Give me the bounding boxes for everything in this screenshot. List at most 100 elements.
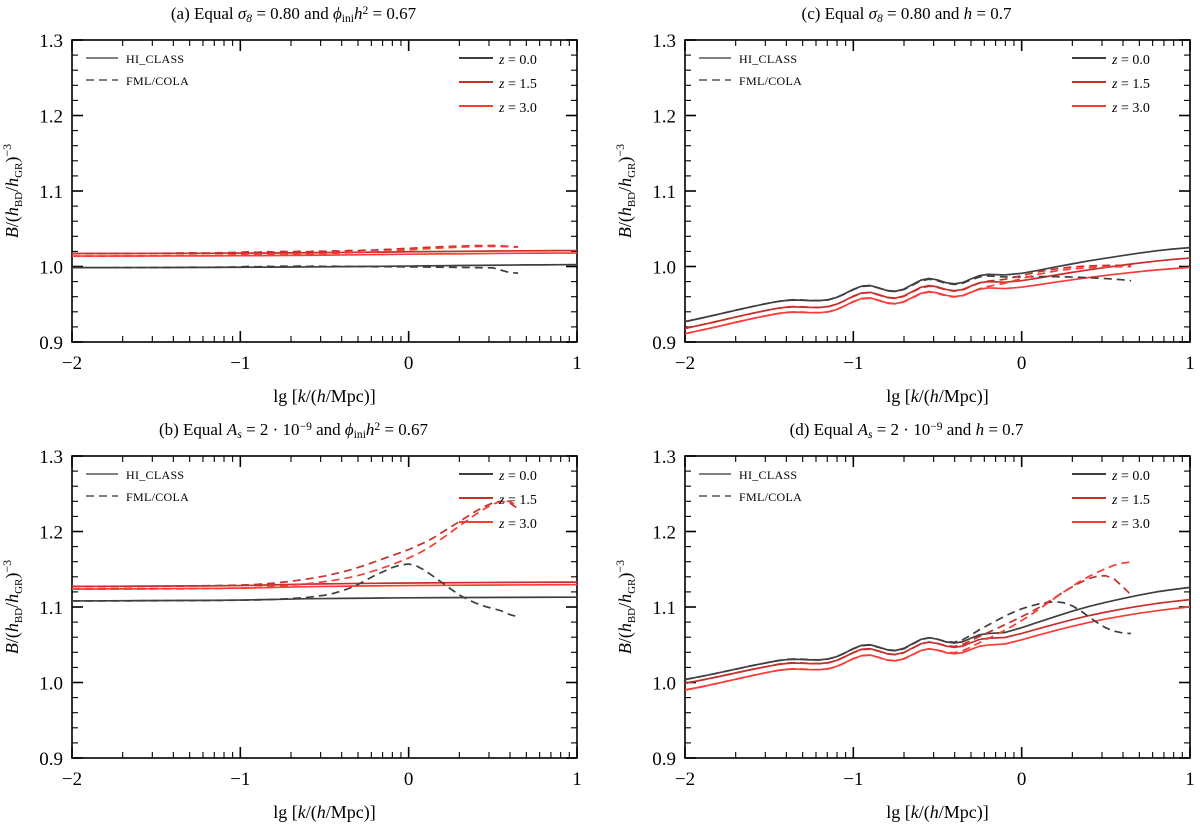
series-line: HI_CLASS z = 0.0 [685,586,1190,681]
x-axis-label: lg [k/(h/Mpc)] [886,802,989,823]
y-tick-label: 1.1 [39,182,63,203]
series-line: FML/COLA z = 1.5 [685,264,1132,330]
series-line: FML/COLA z = 0.0 [72,265,519,274]
legend-linestyle[interactable]: HI_CLASS FML/COLA [86,52,189,88]
data-series-group: HI_CLASS z = 0.0 HI_CLASS z = 1.5HI_CLASS… [72,500,577,618]
legend-label: HI_CLASS [739,52,797,66]
x-tick-label: 1 [572,769,582,790]
panel-c: (c) Equal σ8 = 0.80 and h = 0.7 −2 −1 0 1 0.9… [613,0,1200,416]
y-tick-label: 1.2 [39,107,63,128]
y-axis-label: B/(hBD/hGR)−3 [0,144,25,238]
y-tick-label: 1.3 [39,447,63,468]
legend-label-z: z = 3.0 [498,517,537,532]
x-axis-label: lg [k/(h/Mpc)] [886,386,989,407]
x-tick-label: −2 [62,769,82,790]
series-line: FML/COLA z = 3.0 [685,265,1132,335]
legend-label-z: z = 1.5 [1111,77,1150,92]
y-tick-label: 0.9 [39,333,63,354]
series-line: FML/COLA z = 3.0 [685,561,1132,691]
x-tick-label: −2 [675,353,695,374]
series-line: FML/COLA z = 1.5 [72,500,519,588]
axis-ticks: −2 −1 0 1 0.9 1.0 1.1 1.2 1.3 [652,447,1195,790]
panel-a-plot: −2 −1 0 10.91.01.11.21.3HI_CLASS z = 0.0HI_… [0,31,582,407]
series-line: FML/COLA z = 1.5 [72,244,519,255]
series-line: HI_CLASS z = 3.0 [72,252,577,257]
legend-label-z: z = 1.5 [1111,493,1150,508]
legend-label: FML/COLA [739,74,802,88]
legend-redshift[interactable]: z = 0.0 z = 1.5 z = 3.0 [459,469,537,532]
panel-d-title: (d) Equal As = 2 · 10−9 and h = 0.7 [789,420,1024,442]
series-line: FML/COLA z = 0.0 [72,563,519,618]
x-tick-label: 0 [404,353,414,374]
panel-b: (b) Equal As = 2 · 10−9 and ϕinih2 = 0.6… [0,416,587,832]
series-line: HI_CLASS z = 1.5 [72,249,577,255]
x-tick-label: −1 [230,769,250,790]
panel-a-title: (a) Equal σ8 = 0.80 and ϕinih2 = 0.67 [170,4,417,26]
y-tick-label: 1.1 [652,182,676,203]
y-tick-label: 0.9 [39,749,63,770]
data-series-group: HI_CLASS z = 0.0 HI_CLASS z = 1.5HI_CLASS… [72,244,577,274]
series-line: HI_CLASS z = 0.0 [72,263,577,269]
series-line: HI_CLASS z = 3.0 [72,583,577,590]
legend-label-z: z = 0.0 [498,469,537,484]
y-tick-label: 1.2 [652,523,676,544]
axis-ticks: −2 −1 0 1 0.9 1.0 1.1 1.2 1.3 [39,447,582,790]
panel-c-plot: −2 −1 0 10.91.01.11.21.3HI_CLASS z = 0.0HI_… [613,31,1195,407]
series-line: HI_CLASS z = 0.0 [72,596,577,602]
x-tick-label: 1 [572,353,582,374]
legend-redshift[interactable]: z = 0.0 z = 1.5 z = 3.0 [1072,53,1150,116]
legend-linestyle[interactable]: HI_CLASS FML/COLA [699,52,802,88]
legend-label-z: z = 3.0 [498,101,537,116]
legend-linestyle[interactable]: HI_CLASS FML/COLA [699,468,802,504]
x-tick-label: 0 [404,769,414,790]
y-tick-label: 0.9 [652,749,676,770]
legend-label: HI_CLASS [126,468,184,482]
legend-label-z: z = 3.0 [1111,517,1150,532]
series-line: FML/COLA z = 0.0 [685,600,1132,681]
y-axis-label: B/(hBD/hGR)−3 [0,560,25,654]
series-line: HI_CLASS z = 3.0 [685,606,1190,691]
data-series-group: HI_CLASS z = 0.0HI_CLASS z = 1.5HI_CLASS… [685,246,1190,335]
y-tick-label: 0.9 [652,333,676,354]
y-tick-label: 1.0 [652,258,676,279]
series-line: FML/COLA z = 3.0 [72,245,519,258]
series-line: HI_CLASS z = 1.5 [685,598,1190,685]
y-tick-label: 1.3 [39,31,63,52]
series-line: HI_CLASS z = 3.0 [685,266,1190,335]
series-line: FML/COLA z = 3.0 [72,500,519,591]
panel-d: (d) Equal As = 2 · 10−9 and h = 0.7 −2 −1 0… [613,416,1200,832]
legend-label-z: z = 1.5 [498,77,537,92]
y-axis-label: B/(hBD/hGR)−3 [613,144,638,238]
series-line: HI_CLASS z = 1.5 [72,581,577,588]
legend-label: HI_CLASS [739,468,797,482]
legend-label-z: z = 1.5 [498,493,537,508]
series-line: FML/COLA z = 1.5 [685,574,1132,685]
axis-ticks: −2 −1 0 1 0.9 1.0 1.1 1.2 1.3 [652,31,1195,374]
legend-label-z: z = 0.0 [1111,469,1150,484]
y-tick-label: 1.0 [39,258,63,279]
legend-label: HI_CLASS [126,52,184,66]
legend-label-z: z = 3.0 [1111,101,1150,116]
legend-label: FML/COLA [739,490,802,504]
y-tick-label: 1.0 [652,674,676,695]
legend-redshift[interactable]: z = 0.0 z = 1.5 z = 3.0 [459,53,537,116]
y-tick-label: 1.1 [39,598,63,619]
legend-redshift[interactable]: z = 0.0 z = 1.5 z = 3.0 [1072,469,1150,532]
panel-a: (a) Equal σ8 = 0.80 and ϕinih2 = 0.67 −2−… [0,0,587,416]
axis-ticks: −2 −1 0 1 0.9 1.0 1.1 1.2 1.3 [39,31,582,374]
panel-d-plot: −2 −1 0 10.91.01.11.21.3HI_CLASS z = 0.0HI_… [613,447,1195,823]
x-tick-label: −1 [230,353,250,374]
x-tick-label: −1 [843,769,863,790]
panel-b-plot: −2 −1 0 10.91.01.11.21.3HI_CLASS z = 0.0HI_… [0,447,582,823]
legend-label-z: z = 0.0 [1111,53,1150,68]
y-tick-label: 1.3 [652,447,676,468]
legend-label: FML/COLA [126,74,189,88]
y-tick-label: 1.2 [652,107,676,128]
x-tick-label: 1 [1185,353,1195,374]
x-axis-label: lg [k/(h/Mpc)] [273,802,376,823]
y-tick-label: 1.1 [652,598,676,619]
y-tick-label: 1.0 [39,674,63,695]
legend-linestyle[interactable]: HI_CLASS FML/COLA [86,468,189,504]
x-tick-label: −2 [675,769,695,790]
